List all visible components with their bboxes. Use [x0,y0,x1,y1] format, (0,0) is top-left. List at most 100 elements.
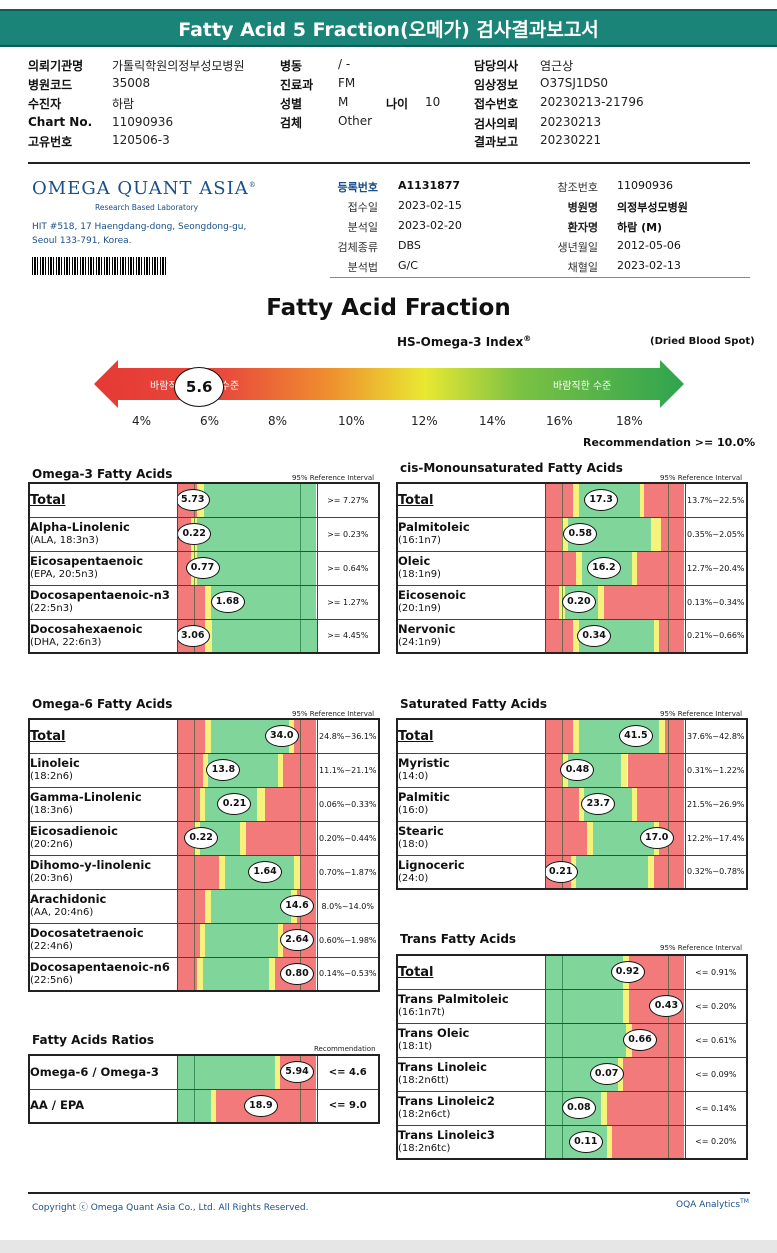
out-of-range-band [637,788,684,820]
analyte-name: Nervonic [398,621,456,636]
recommendation-value: <= 4.6 [316,1054,380,1090]
gridline [667,1024,669,1056]
borderline-band [274,1056,281,1088]
out-of-range-band [178,924,200,956]
result-marker: 1.64 [248,861,283,883]
out-of-range-band [644,484,684,516]
info-label: 고유번호 [28,135,73,149]
result-row: AA / EPA 18.9 <= 9.0 [28,1088,380,1124]
result-row: Docosahexaenoic (DHA, 22:6n3) 3.06 >= 4.45% [28,618,380,654]
range-bar: 0.66 [544,1022,686,1058]
reference-interval: >= 1.27% [316,584,380,620]
result-row: Total 34.0 24.8%~36.1% [28,718,380,754]
range-bar: 5.73 [176,482,318,518]
result-row: Trans Oleic (18:1t) 0.66 <= 0.61% [396,1022,748,1058]
reference-interval: 0.31%~1.22% [684,752,748,788]
gridline [194,720,196,752]
result-row: Trans Linoleic3 (18:2n6tc) 0.11 <= 0.20% [396,1124,748,1160]
analyte-name-cell: Arachidonic (AA, 20:4n6) [28,888,178,924]
section-title: Trans Fatty Acids [400,932,517,946]
reference-interval: <= 0.20% [684,988,748,1024]
analyte-name-cell: Total [396,718,546,754]
out-of-range-band [178,552,192,584]
result-row: Trans Linoleic2 (18:2n6ct) 0.08 <= 0.14% [396,1090,748,1126]
result-marker: 0.22 [178,523,212,545]
fraction-title: Fatty Acid Fraction [266,295,511,321]
recommendation-value: <= 9.0 [316,1088,380,1124]
analyte-name-cell: Oleic (18:1n9) [396,550,546,586]
range-bar: 0.22 [176,516,318,552]
reference-interval: <= 0.91% [684,954,748,990]
result-marker: 17.3 [584,489,619,512]
analyte-name-cell: Docosapentaenoic-n6 (22:5n6) [28,956,178,992]
gridline [667,956,669,988]
out-of-range-band [660,518,684,550]
analyte-name: Total [30,492,66,508]
result-marker: 0.21 [217,793,252,815]
analyte-code: (18:0) [398,839,429,850]
reference-interval: 0.06%~0.33% [316,786,380,822]
gridline [194,958,196,990]
info-value: 120506-3 [112,133,170,147]
borderline-band [601,1092,607,1124]
out-of-range-band [299,856,316,888]
gridline [667,620,669,652]
analyte-code: (24:1n9) [398,636,441,648]
lab-address-line1: HIT #518, 17 Haengdang-dong, Seongdong-g… [32,222,247,232]
out-of-range-band [627,754,684,786]
analyte-name: Total [398,492,434,508]
analyte-name-cell: Myristic (14:0) [396,752,546,788]
reference-interval-note: 95% Reference Interval [660,474,743,482]
analyte-name-cell: Linoleic (18:2n6) [28,752,178,788]
desirable-label: 바람직한 수준 [553,381,612,392]
out-of-range-band [178,586,206,618]
reference-interval: 0.13%~0.34% [684,584,748,620]
analyte-name-cell: AA / EPA [28,1088,178,1124]
reference-interval: 0.60%~1.98% [316,922,380,958]
field-label: 병원명 [567,201,598,214]
analyte-name-cell: Total [28,718,178,754]
lab-logo: OMEGA QUANT ASIA® [32,178,257,199]
range-bar: 0.21 [544,854,686,890]
gridline [194,586,196,618]
result-row: Dihomo-y-linolenic (20:3n6) 1.64 0.70%~1.87… [28,854,380,890]
analyte-name-cell: Palmitic (16:0) [396,786,546,822]
reference-interval-note: 95% Reference Interval [292,710,375,718]
range-bar: 23.7 [544,786,686,822]
analyte-code: (EPA, 20:5n3) [30,569,98,580]
analyte-name: Trans Oleic [398,1026,470,1040]
recommendation-note: Recommendation [314,1045,376,1053]
range-bar: 0.80 [176,956,318,992]
result-marker: 0.08 [561,1097,596,1119]
out-of-range-band [178,720,206,752]
footer-divider [28,1192,750,1194]
borderline-band [631,788,638,820]
borderline-band [294,856,300,888]
gridline [562,788,564,820]
borderline-band [659,720,666,752]
analyte-name-cell: Stearic (18:0) [396,820,546,856]
info-value: 20230213 [540,115,602,129]
section-title: Omega-6 Fatty Acids [32,697,173,711]
reference-interval: 13.7%~22.5% [684,482,748,518]
result-row: Palmitic (16:0) 23.7 21.5%~26.9% [396,786,748,822]
info-label: 검사의뢰 [474,117,519,131]
borderline-band [606,1126,613,1158]
info-label: 결과보고 [474,135,519,149]
analyte-name-cell: Dihomo-y-linolenic (20:3n6) [28,854,178,890]
out-of-range-band [178,958,197,990]
gridline [299,754,301,786]
analyte-name-cell: Total [396,482,546,518]
normal-range-band [576,856,649,888]
gridline [562,518,564,550]
out-of-range-band [294,720,316,752]
normal-range-band [546,956,624,988]
range-bar: 0.48 [544,752,686,788]
borderline-band [587,822,593,854]
reference-interval: <= 0.20% [684,1124,748,1160]
range-bar: 17.0 [544,820,686,856]
gridline [562,552,564,584]
gridline [562,956,564,988]
range-bar: 0.22 [176,820,318,856]
result-row: Myristic (14:0) 0.48 0.31%~1.22% [396,752,748,788]
